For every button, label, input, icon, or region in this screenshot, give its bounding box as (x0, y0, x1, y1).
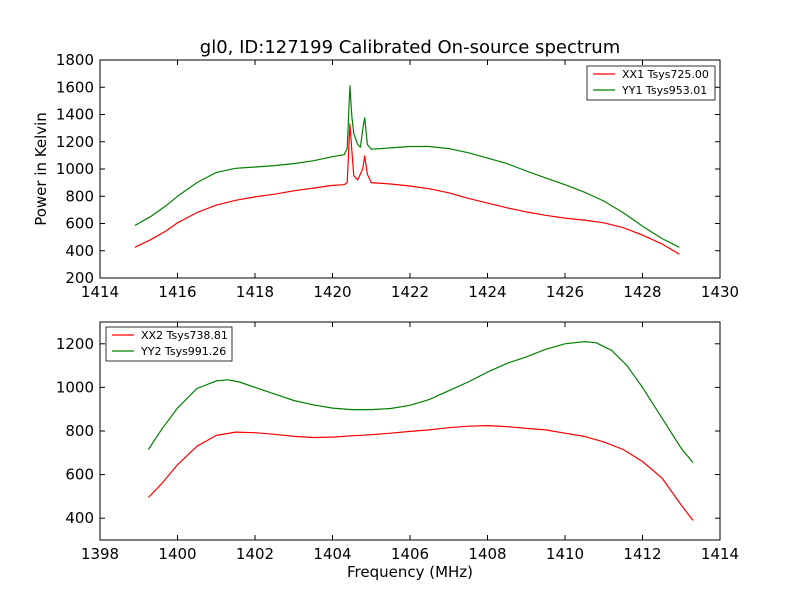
bottom-x-tick-label: 1406 (391, 545, 429, 563)
top-x-tick-label: 1418 (236, 283, 274, 301)
top-y-tick-label: 1400 (56, 106, 94, 124)
bottom-plot-frame (99, 321, 721, 541)
top-tick-group: 1414 1416 1418 1420 1422 1424 1426 1428 1430 200 4… (56, 51, 739, 301)
bottom-legend-label-yy2: YY2 Tsys991.26 (140, 345, 226, 358)
bottom-x-tick-label: 1410 (546, 545, 584, 563)
bottom-y-tick-label: 600 (65, 466, 94, 484)
top-y-tick-label: 1000 (56, 160, 94, 178)
top-x-tick-label: 1416 (158, 283, 196, 301)
top-y-tick-label: 1600 (56, 78, 94, 96)
bottom-y-tick-label: 1000 (56, 378, 94, 396)
top-y-tick-label: 1800 (56, 51, 94, 69)
top-x-tick-label: 1414 (81, 283, 119, 301)
bottom-x-tick-label: 1398 (81, 545, 119, 563)
top-y-tick-label: 400 (65, 242, 94, 260)
top-x-tick-label: 1422 (391, 283, 429, 301)
bottom-x-tick-label: 1400 (158, 545, 196, 563)
bottom-x-tick-label: 1412 (623, 545, 661, 563)
top-series-line-0 (134, 123, 680, 255)
bottom-x-axis-label: Frequency (MHz) (347, 563, 473, 581)
top-panel: gl0, ID:127199 Calibrated On-source spec… (32, 37, 739, 301)
bottom-legend-label-xx2: XX2 Tsys738.81 (141, 329, 228, 342)
top-y-tick-label: 200 (65, 269, 94, 287)
top-x-tick-label: 1430 (701, 283, 739, 301)
top-x-tick-label: 1428 (623, 283, 661, 301)
bottom-legend: XX2 Tsys738.81 YY2 Tsys991.26 (105, 326, 233, 362)
top-x-tick-label: 1420 (313, 283, 351, 301)
top-x-tick-label: 1426 (546, 283, 584, 301)
bottom-x-tick-label: 1414 (701, 545, 739, 563)
top-chart-title: gl0, ID:127199 Calibrated On-source spec… (200, 37, 620, 58)
top-series-line-1 (134, 85, 680, 248)
bottom-x-tick-label: 1404 (313, 545, 351, 563)
bottom-series-group (147, 341, 694, 521)
top-legend-label-yy1: YY1 Tsys953.01 (621, 84, 707, 97)
bottom-panel: Frequency (MHz) 1398 1400 1402 1404 1406 1408… (56, 321, 739, 581)
top-y-tick-label: 800 (65, 187, 94, 205)
bottom-series-line-0 (147, 425, 694, 521)
bottom-series-line-1 (147, 341, 694, 463)
top-y-tick-label: 600 (65, 215, 94, 233)
top-legend-label-xx1: XX1 Tsys725.00 (622, 68, 709, 81)
top-legend-box (586, 65, 716, 101)
bottom-legend-box (105, 326, 233, 362)
top-series-group (134, 85, 680, 255)
top-x-tick-label: 1424 (468, 283, 506, 301)
top-y-axis-label: Power in Kelvin (32, 112, 50, 226)
bottom-y-tick-label: 800 (65, 422, 94, 440)
top-y-tick-label: 1200 (56, 133, 94, 151)
bottom-y-tick-label: 1200 (56, 335, 94, 353)
top-plot-frame (99, 59, 721, 279)
bottom-y-tick-label: 400 (65, 509, 94, 527)
top-legend: XX1 Tsys725.00 YY1 Tsys953.01 (586, 65, 716, 101)
bottom-tick-group: 1398 1400 1402 1404 1406 1408 1410 1412 1414 400 6… (56, 322, 739, 563)
bottom-x-tick-label: 1408 (468, 545, 506, 563)
bottom-x-tick-label: 1402 (236, 545, 274, 563)
